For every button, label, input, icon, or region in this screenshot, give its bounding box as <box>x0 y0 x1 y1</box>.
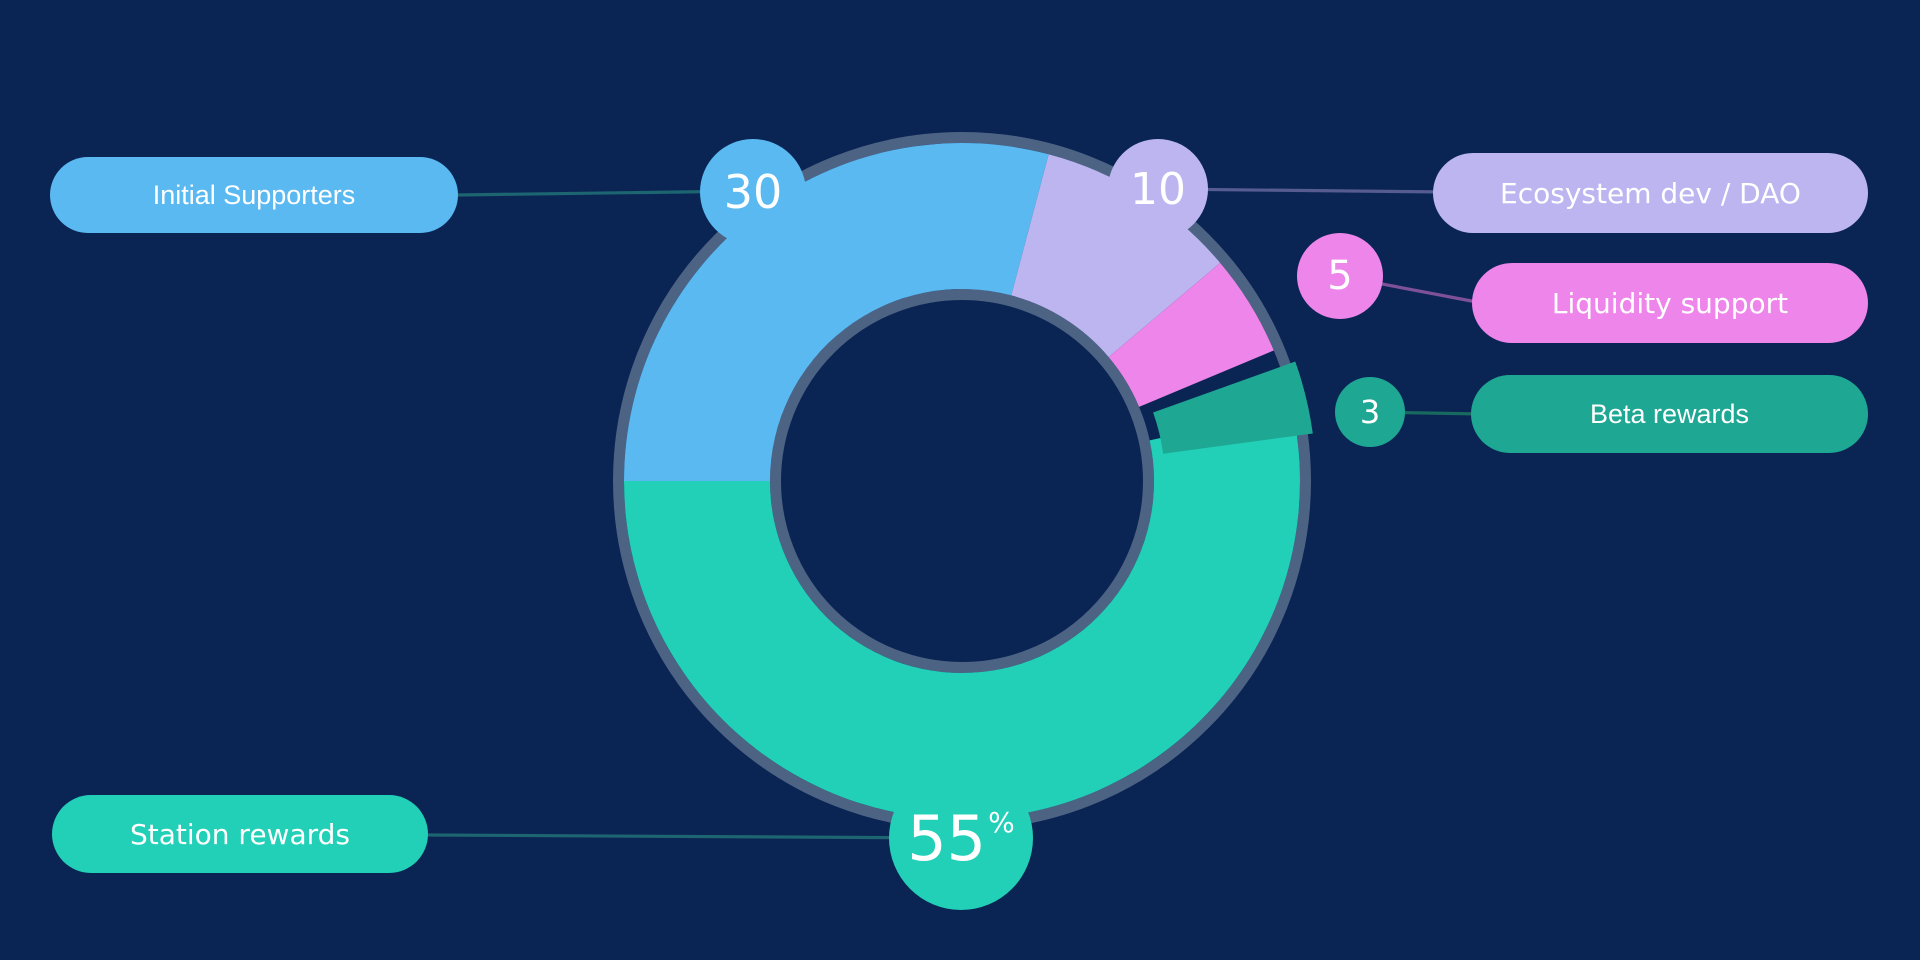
donut-inner-outline <box>770 289 1154 673</box>
value-badge-initial-supporters: 30 <box>700 139 806 245</box>
label-pill-station-rewards: Station rewards <box>52 795 428 873</box>
value-badge-ecosystem-dev-dao: 10 <box>1108 139 1208 239</box>
donut-slice-station-rewards <box>623 409 1301 820</box>
percent-sign: % <box>988 805 1015 839</box>
value-badge-beta-rewards: 3 <box>1335 377 1405 447</box>
value-initial-supporters: 30 <box>723 165 783 219</box>
value-station-rewards: 55 <box>907 801 987 875</box>
value-beta-rewards: 3 <box>1359 393 1381 431</box>
value-liquidity-support: 5 <box>1327 253 1353 299</box>
label-pill-beta-rewards: Beta rewards <box>1471 375 1868 453</box>
pill-label-beta-rewards: Beta rewards <box>1589 398 1750 429</box>
connector-line-station-rewards <box>427 833 962 840</box>
value-badge-station-rewards: 55% <box>889 766 1033 910</box>
donut-slice-beta-rewards-exploded <box>1153 361 1313 454</box>
pill-label-station-rewards: Station rewards <box>129 817 350 851</box>
pill-label-liquidity-support: Liquidity support <box>1551 286 1789 320</box>
pill-label-ecosystem-dev-dao: Ecosystem dev / DAO <box>1500 176 1801 210</box>
pill-label-initial-supporters: Initial Supporters <box>152 179 356 210</box>
label-pill-liquidity-support: Liquidity support <box>1472 263 1868 343</box>
label-pill-ecosystem-dev-dao: Ecosystem dev / DAO <box>1433 153 1868 233</box>
label-pill-initial-supporters: Initial Supporters <box>50 157 458 233</box>
value-ecosystem-dev-dao: 10 <box>1130 163 1186 215</box>
donut-slice-ecosystem-dev-dao <box>1011 154 1221 358</box>
value-badge-liquidity-support: 5 <box>1297 233 1383 319</box>
donut-slice-initial-supporters <box>624 142 1049 482</box>
donut-slice-liquidity-support <box>1108 262 1274 407</box>
